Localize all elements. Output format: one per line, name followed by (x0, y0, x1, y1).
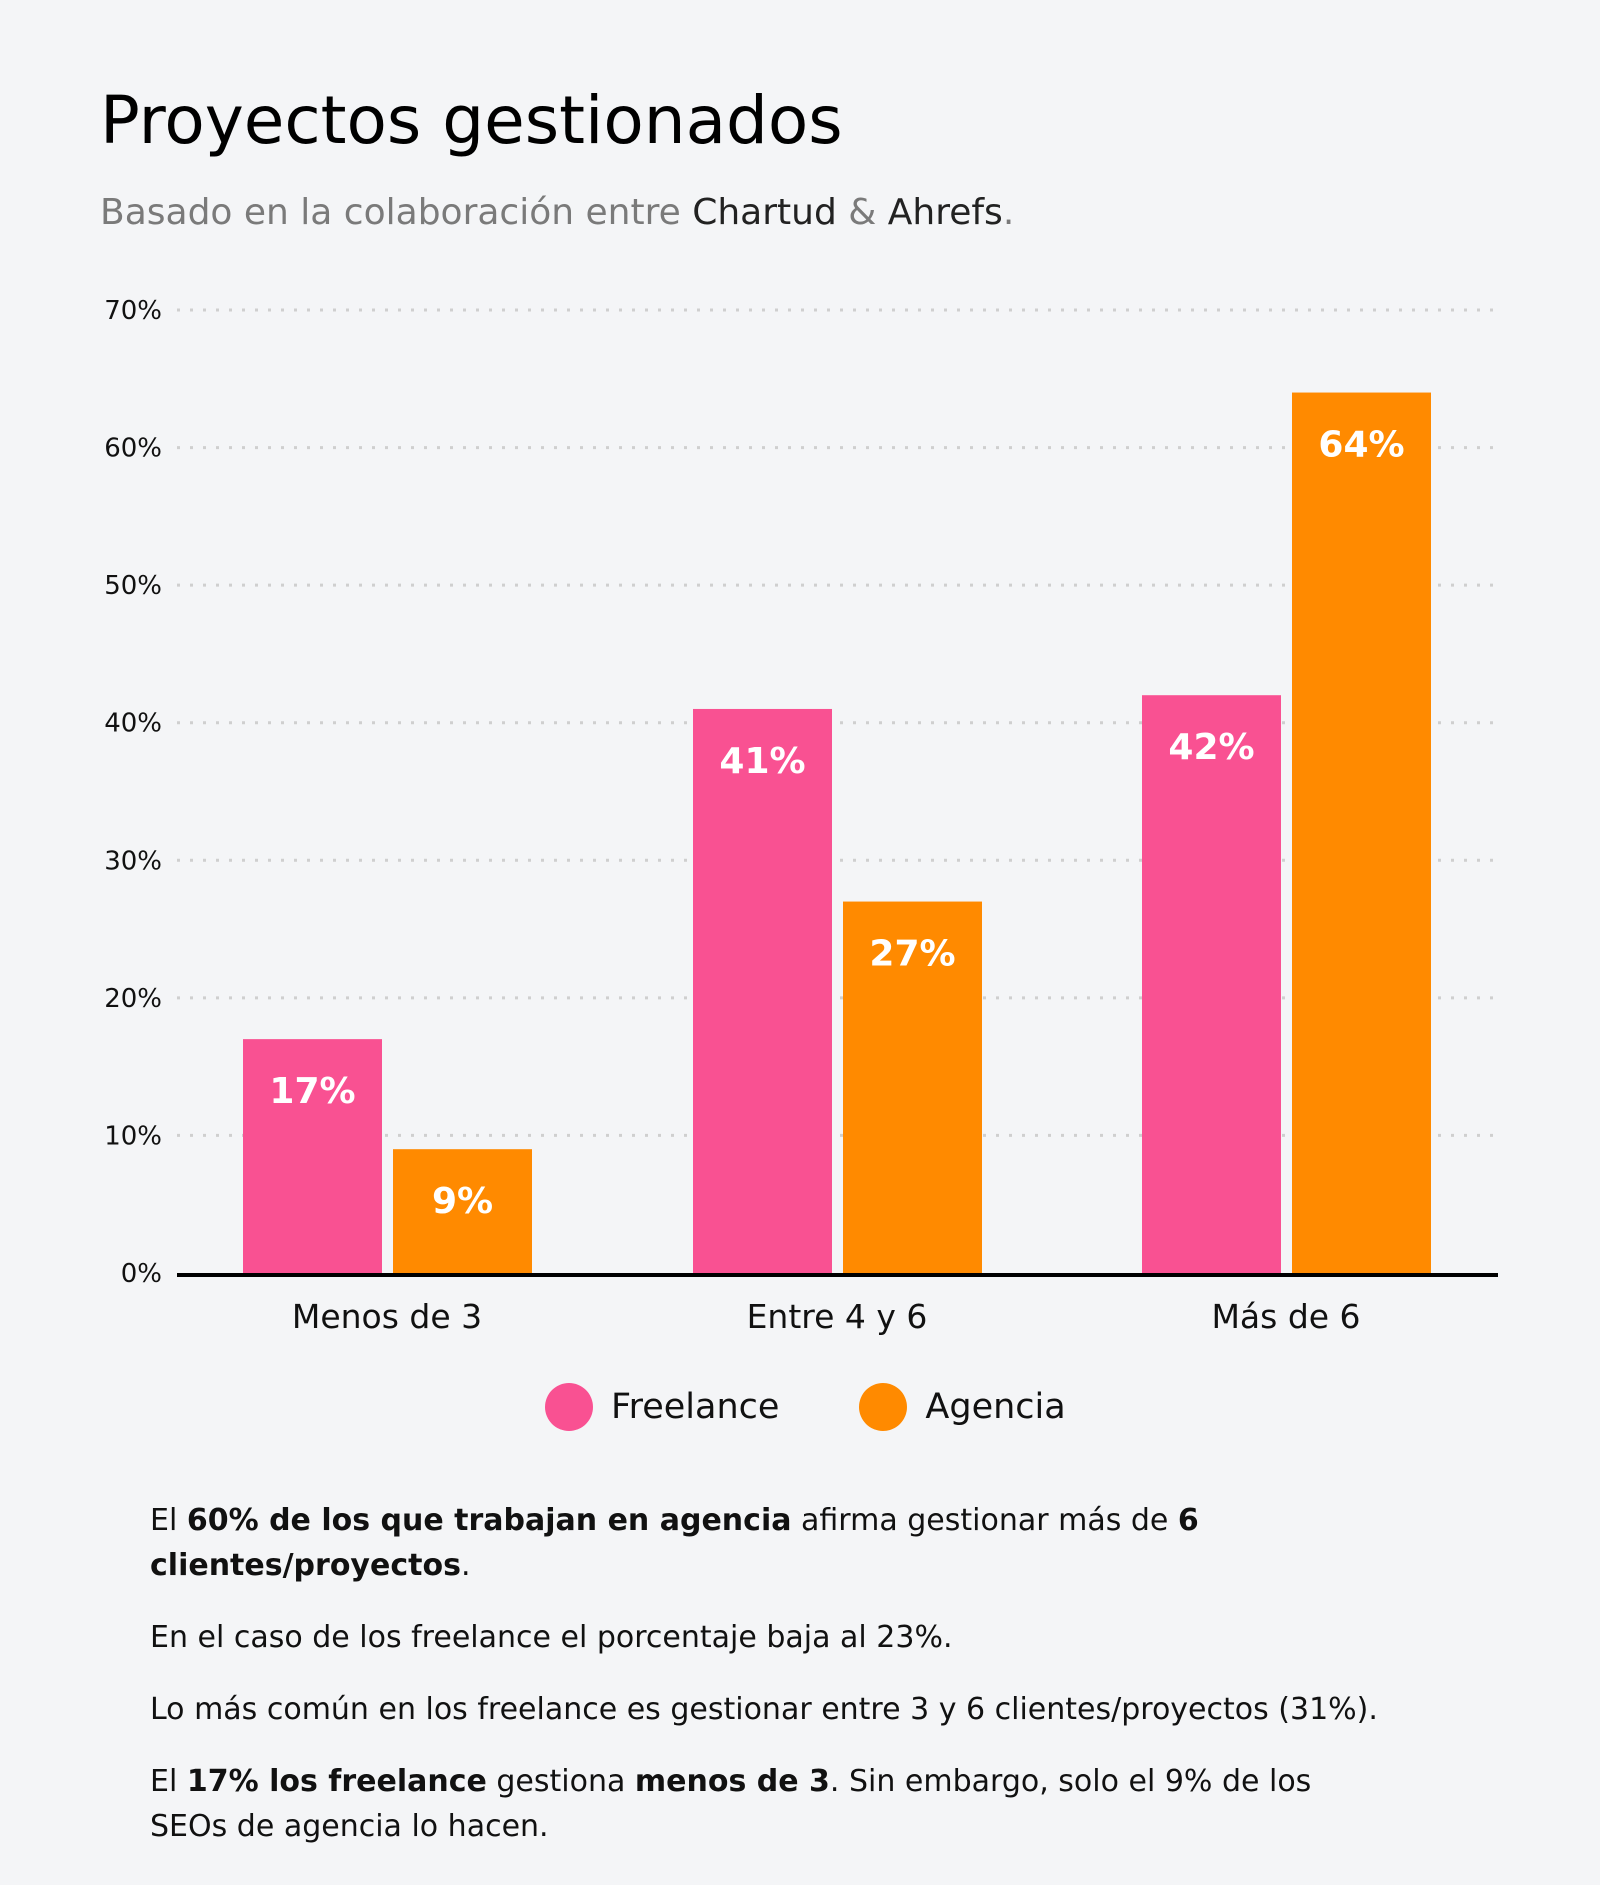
bar-agencia (393, 1149, 532, 1273)
chart-subtitle: Basado en la colaboración entre Chartud … (100, 192, 1014, 233)
bar-agencia (843, 901, 982, 1273)
subtitle-prefix: Basado en la colaboración entre (100, 192, 693, 233)
y-tick-label: 10% (104, 1121, 162, 1151)
legend-item-freelance: Freelance (545, 1383, 779, 1431)
note-text: Lo más común en los freelance es gestion… (150, 1692, 1378, 1727)
y-tick-label: 40% (104, 709, 162, 739)
legend-label-freelance: Freelance (611, 1387, 780, 1427)
note-text: . Sin embargo, solo el 9% de los SEOs de… (150, 1764, 1312, 1844)
brand-chartud: Chartud (692, 192, 837, 233)
subtitle-suffix: . (1002, 192, 1015, 233)
bar-agencia (1292, 392, 1431, 1273)
note-text: El (150, 1503, 187, 1538)
y-tick-label: 70% (104, 296, 162, 326)
note-text: afirma gestionar más de (791, 1503, 1178, 1538)
note-text: gestiona (486, 1764, 635, 1799)
brand-ahrefs: Ahrefs (887, 192, 1003, 233)
bar-chart: 0% 10% 20% 30% 40% 50% 60% 70% 17% 9% Menos de 3 41… (104, 296, 1498, 1336)
note-text: El (150, 1764, 187, 1799)
note-emphasis: menos de 3 (634, 1764, 830, 1799)
note-emphasis: 17% los freelance (186, 1764, 487, 1799)
note-emphasis: 60% de los que trabajan en agencia (186, 1503, 792, 1538)
note-text: . (460, 1548, 471, 1583)
note-emphasis: 6 clientes/proyectos (150, 1503, 1199, 1583)
bar-value-label: 41% (719, 741, 805, 782)
bar-value-label: 9% (432, 1181, 493, 1222)
bar-freelance (243, 1039, 382, 1273)
note-paragraph: Lo más común en los freelance es gestion… (150, 1687, 1480, 1732)
legend: Freelance Agencia (545, 1383, 1146, 1431)
note-paragraph: El 60% de los que trabajan en agencia af… (150, 1498, 1480, 1588)
note-paragraph: El 17% los freelance gestiona menos de 3… (150, 1759, 1380, 1849)
x-tick-label: Más de 6 (1211, 1297, 1360, 1336)
subtitle-amp: & (836, 192, 888, 233)
legend-item-agencia: Agencia (859, 1383, 1066, 1431)
bar-value-label: 64% (1318, 425, 1404, 466)
legend-label-agencia: Agencia (925, 1387, 1066, 1427)
legend-swatch-agencia (859, 1383, 908, 1431)
bar-freelance (1142, 695, 1281, 1273)
y-tick-label: 60% (104, 434, 162, 464)
notes: El 60% de los que trabajan en agencia af… (150, 1498, 1480, 1876)
x-tick-label: Menos de 3 (292, 1297, 482, 1336)
bar-value-label: 42% (1168, 727, 1254, 768)
note-paragraph: En el caso de los freelance el porcentaj… (150, 1615, 1480, 1660)
y-tick-label: 0% (121, 1259, 162, 1289)
bar-freelance (693, 708, 832, 1273)
note-text: En el caso de los freelance el porcentaj… (150, 1620, 953, 1655)
x-tick-label: Entre 4 y 6 (747, 1297, 928, 1336)
legend-swatch-freelance (545, 1383, 593, 1431)
y-tick-label: 50% (104, 571, 162, 601)
y-tick-label: 20% (104, 984, 162, 1014)
bar-value-label: 27% (869, 934, 955, 975)
chart-title: Proyectos gestionados (100, 82, 843, 159)
y-tick-label: 30% (104, 846, 162, 876)
bar-value-label: 17% (269, 1071, 355, 1112)
